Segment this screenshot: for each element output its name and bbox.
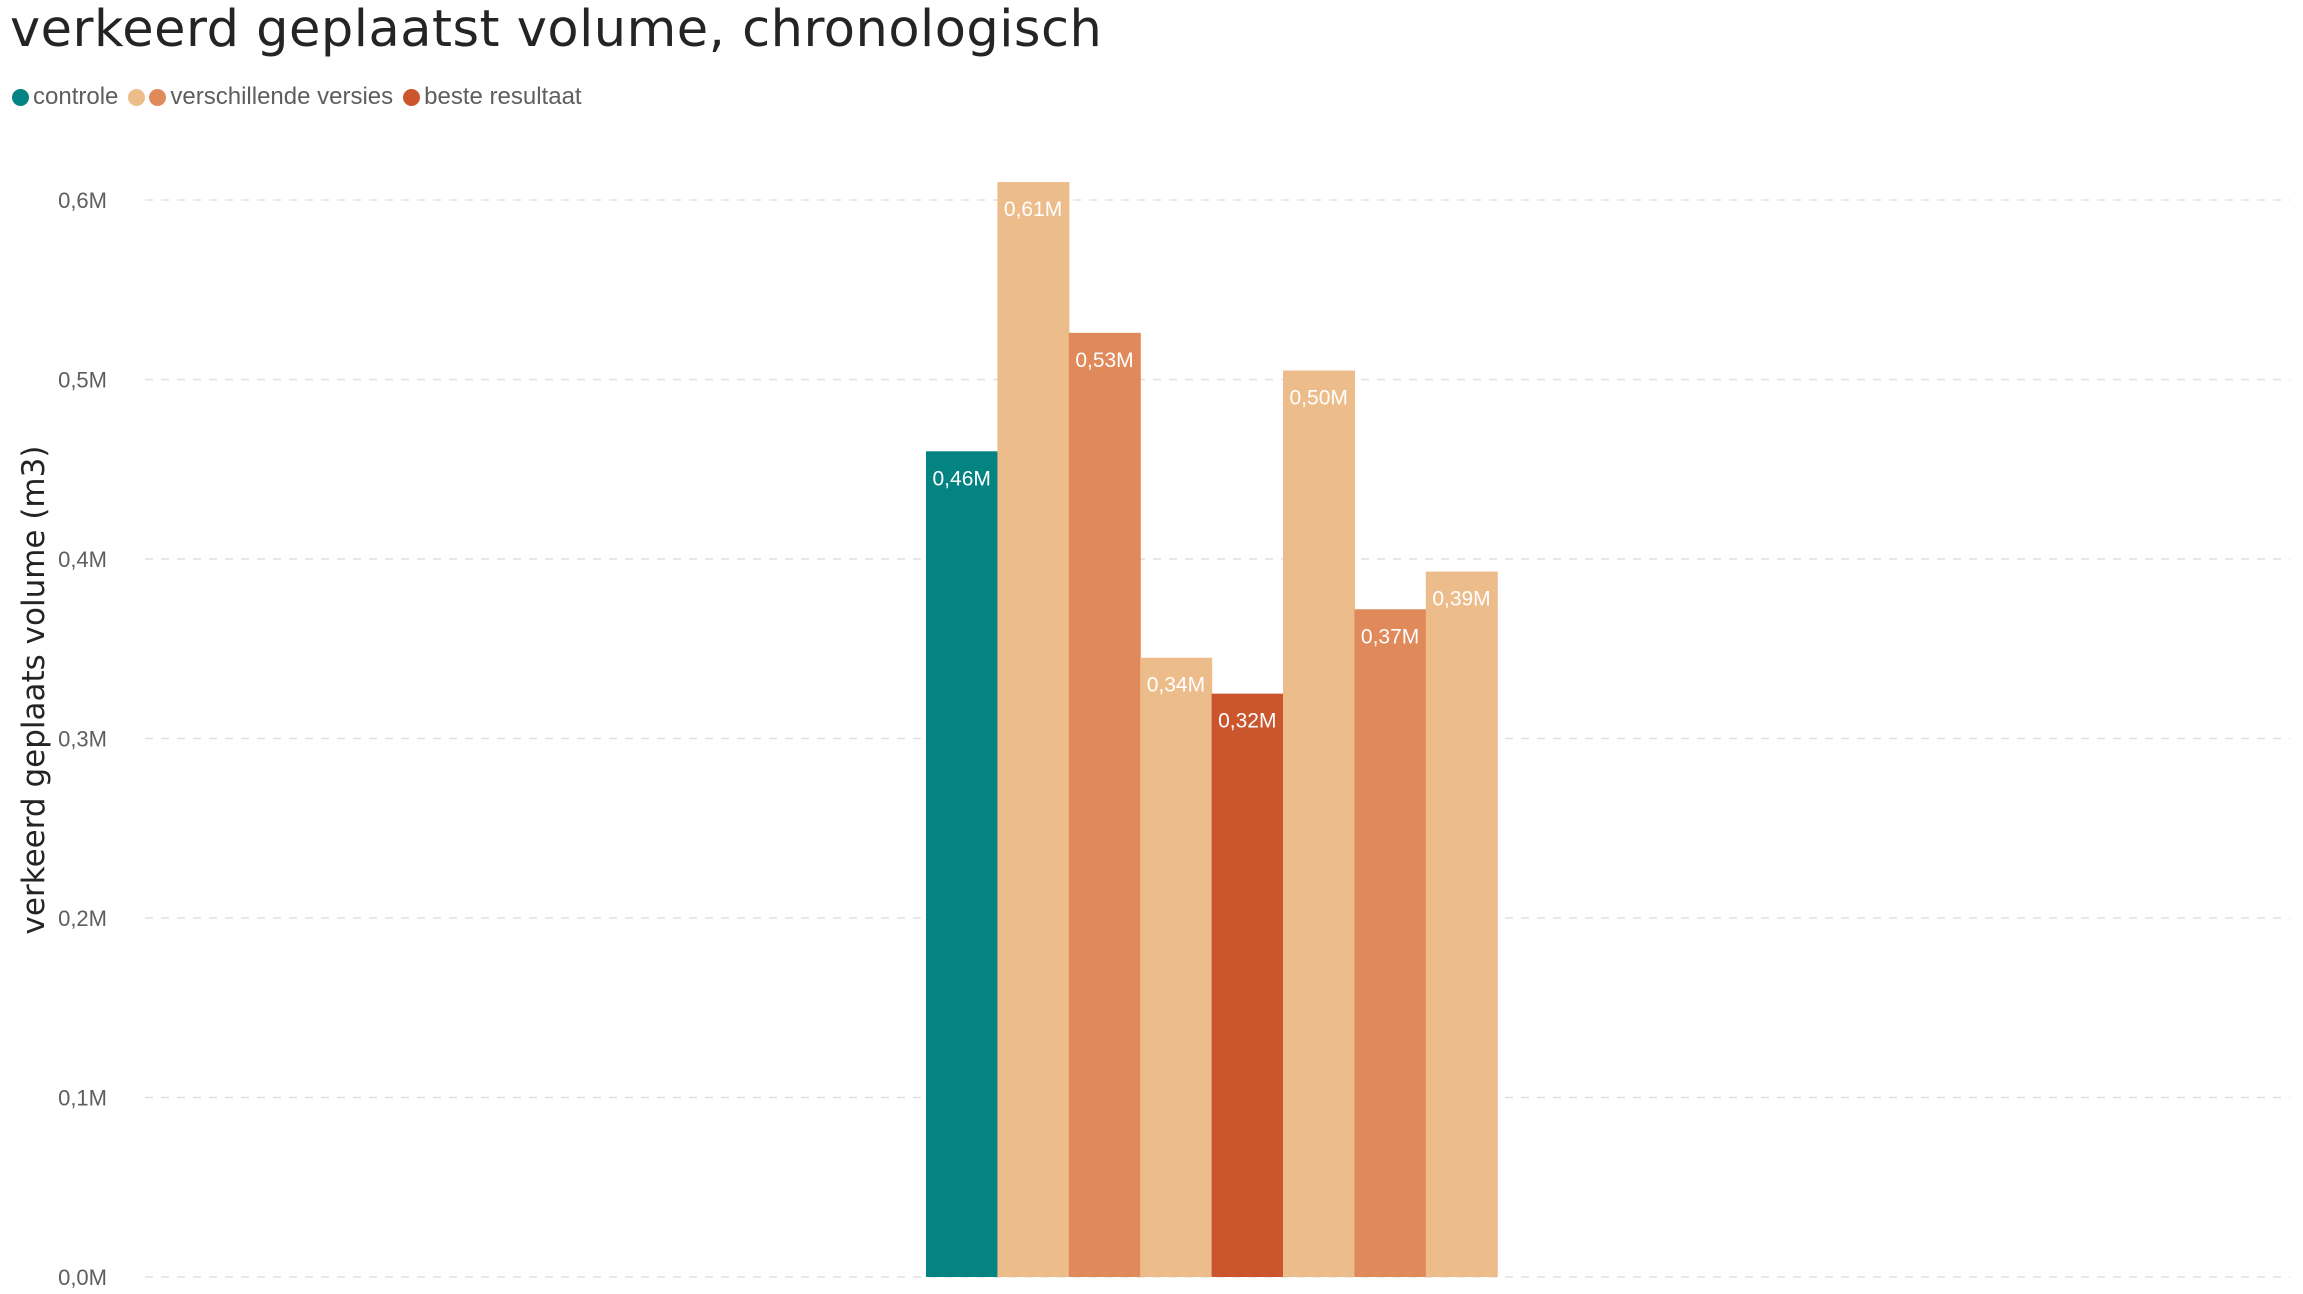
y-tick-label: 0,1M: [58, 1086, 107, 1111]
legend-swatch-versies-dark: [149, 88, 167, 106]
data-label: 0,53M: [1075, 349, 1133, 372]
bar[interactable]: [1068, 332, 1141, 1278]
y-axis-label: verkeerd geplaats volume (m3): [16, 446, 52, 935]
legend-label-controle: controle: [33, 83, 119, 110]
data-label: 0,46M: [933, 467, 991, 490]
data-label: 0,39M: [1432, 588, 1490, 611]
data-label: 0,37M: [1361, 625, 1419, 648]
y-tick-label: 0,5M: [58, 368, 107, 393]
legend-item-verschillende-versies[interactable]: verschillende versies: [128, 83, 393, 111]
y-tick-label: 0,4M: [58, 547, 107, 572]
bar[interactable]: [1283, 370, 1355, 1277]
y-tick-label: 0,3M: [58, 727, 107, 752]
legend-swatch-versies-light: [128, 88, 146, 106]
bar[interactable]: [997, 182, 1070, 1277]
legend-swatch-beste-resultaat: [403, 88, 421, 106]
data-labels: 0,46M 0,61M 0,53M 0,34M 0,32M 0,50M 0,37M 0,39M: [933, 198, 1491, 733]
legend-swatch-controle: [12, 88, 29, 106]
data-label: 0,50M: [1290, 387, 1348, 410]
legend-label-beste-resultaat: beste resultaat: [424, 83, 582, 110]
y-tick-label: 0,0M: [58, 1265, 107, 1290]
y-tick-label: 0,2M: [58, 906, 107, 931]
data-label: 0,61M: [1004, 198, 1062, 221]
bar[interactable]: [1354, 609, 1427, 1277]
data-label: 0,32M: [1218, 710, 1276, 733]
bars: [926, 182, 1498, 1278]
legend-item-beste-resultaat[interactable]: beste resultaat: [403, 83, 582, 111]
bar[interactable]: [1425, 571, 1498, 1277]
data-label: 0,34M: [1147, 674, 1205, 697]
y-axis-ticks: 0,0M 0,1M 0,2M 0,3M 0,4M 0,5M 0,6M: [58, 188, 107, 1290]
chart-title: verkeerd geplaatst volume, chronologisch: [10, 0, 1103, 59]
legend-item-controle[interactable]: controle: [12, 83, 118, 111]
bar[interactable]: [926, 451, 998, 1277]
bar[interactable]: [1211, 693, 1284, 1277]
legend: controle verschillende versies beste res…: [12, 80, 592, 114]
bar[interactable]: [1140, 657, 1213, 1277]
legend-label-verschillende-versies: verschillende versies: [170, 83, 394, 110]
y-tick-label: 0,6M: [58, 188, 107, 213]
